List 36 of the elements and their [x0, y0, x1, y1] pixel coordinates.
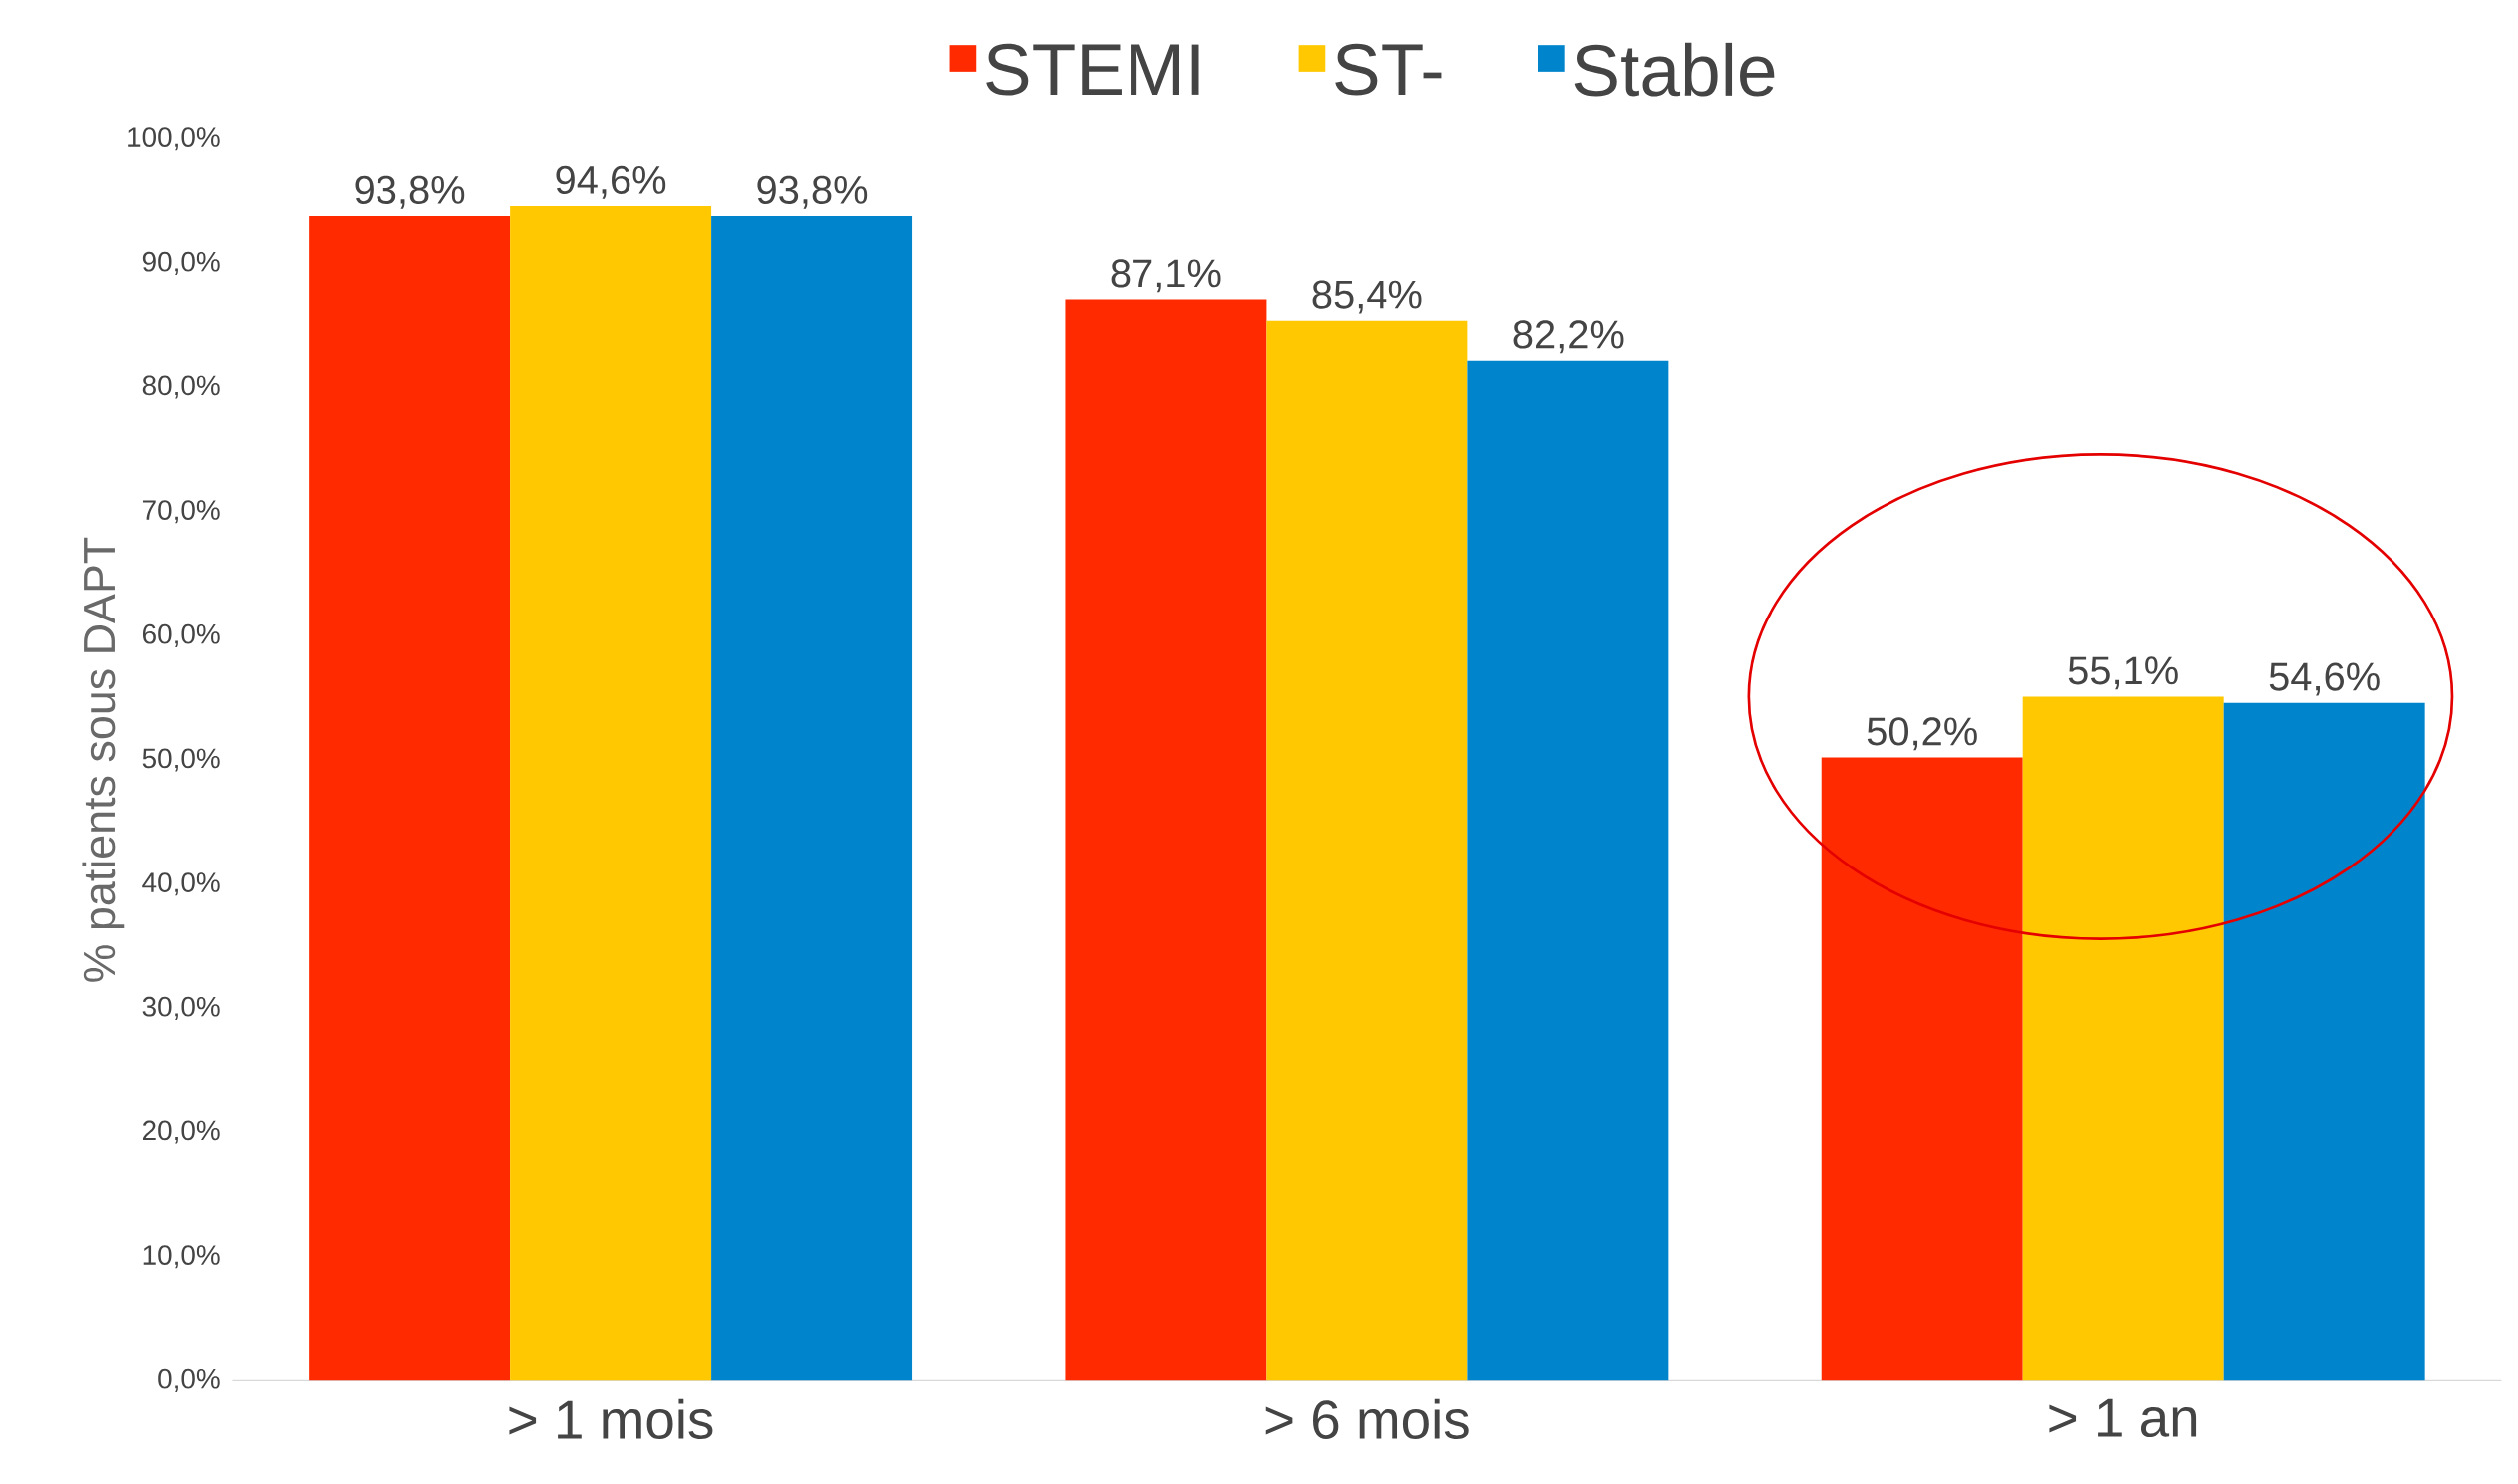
y-tick-label: 10,0%	[143, 1245, 220, 1269]
y-tick-label: 90,0%	[142, 251, 220, 276]
legend-label: ST-	[1335, 43, 1442, 96]
data-label: 54,6%	[2269, 662, 2380, 696]
bar	[1821, 757, 2023, 1381]
bar	[510, 206, 712, 1381]
bar	[1065, 299, 1267, 1381]
bar	[1266, 320, 1468, 1381]
y-tick-label: 60,0%	[142, 623, 220, 648]
data-label: 93,8%	[757, 175, 868, 209]
bar	[2022, 696, 2224, 1381]
data-label: 55,1%	[2068, 656, 2178, 690]
x-tick-label: > 6 mois	[1265, 1398, 1469, 1440]
bar	[2223, 702, 2425, 1381]
data-label: 93,8%	[355, 175, 465, 209]
bar	[1467, 360, 1669, 1381]
y-tick-label: 30,0%	[142, 996, 220, 1021]
legend-label: Stable	[1574, 42, 1775, 97]
y-tick-label: 40,0%	[142, 872, 220, 896]
y-tick-label: 20,0%	[142, 1120, 220, 1144]
y-tick-label: 0,0%	[158, 1368, 220, 1393]
data-label: 94,6%	[556, 165, 666, 199]
bar	[711, 216, 913, 1381]
data-label: 50,2%	[1867, 717, 1977, 751]
data-label: 85,4%	[1312, 280, 1422, 314]
bar	[309, 216, 511, 1381]
y-tick-label: 70,0%	[142, 500, 220, 524]
x-tick-label: > 1 mois	[509, 1398, 713, 1440]
legend-label: STEMI	[986, 43, 1199, 96]
data-label: 87,1%	[1111, 259, 1221, 293]
y-axis-title: % patients sous DAPT	[82, 537, 125, 982]
y-tick-label: 80,0%	[142, 375, 220, 399]
x-tick-label: > 1 an	[2049, 1398, 2197, 1438]
y-tick-label: 50,0%	[142, 748, 220, 772]
data-label: 82,2%	[1513, 320, 1624, 354]
y-tick-label: 100,0%	[128, 127, 220, 151]
